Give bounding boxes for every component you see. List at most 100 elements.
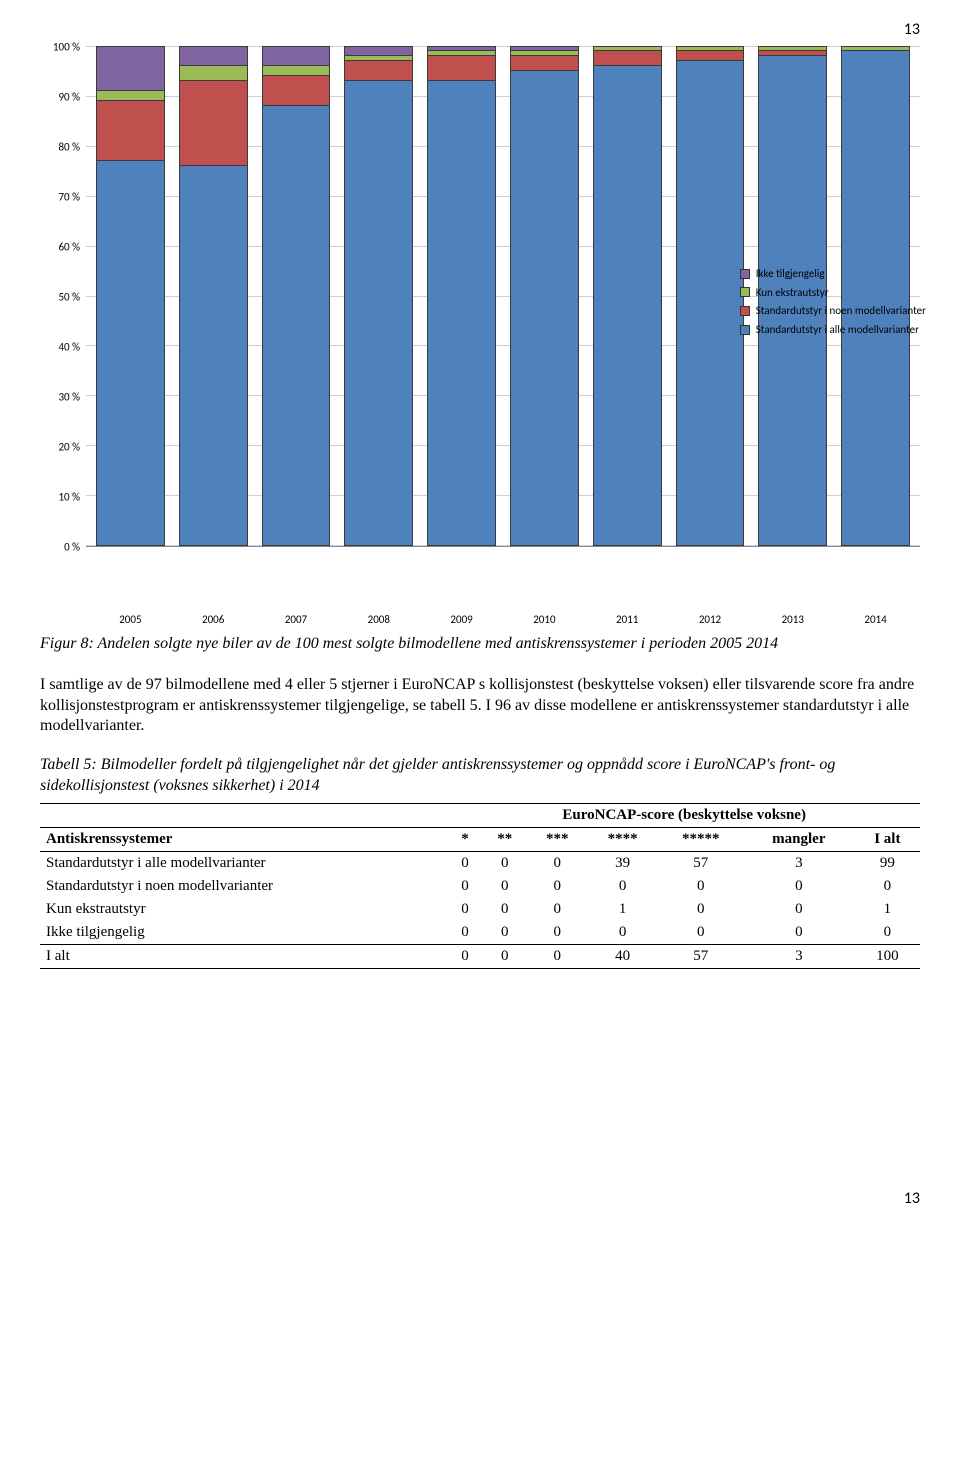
- table-cell: 0: [448, 921, 481, 945]
- y-tick-label: 70 %: [58, 191, 80, 204]
- stacked-bar-chart: 0 %10 %20 %30 %40 %50 %60 %70 %80 %90 %1…: [40, 47, 920, 626]
- y-tick-label: 60 %: [58, 241, 80, 254]
- table-cell: 0: [448, 875, 481, 898]
- table-row-label: Ikke tilgjengelig: [40, 921, 448, 945]
- table-total-cell: 40: [587, 944, 659, 968]
- legend-label: Standardutstyr i alle modellvarianter: [756, 321, 919, 339]
- table-cell: 0: [658, 921, 743, 945]
- table-row-label: Standardutstyr i noen modellvarianter: [40, 875, 448, 898]
- legend-label: Ikke tilgjengelig: [756, 265, 825, 283]
- table-column-header: ****: [587, 827, 659, 851]
- table-body: Standardutstyr i alle modellvarianter000…: [40, 851, 920, 968]
- x-tick-label: 2010: [510, 613, 579, 626]
- chart-legend: Ikke tilgjengeligKun ekstrautstyrStandar…: [740, 265, 926, 339]
- table-row-header-label: Antiskrenssystemer: [40, 827, 448, 851]
- bar-segment: [344, 61, 413, 81]
- bar-segment: [427, 56, 496, 81]
- data-table: EuroNCAP-score (beskyttelse voksne)Antis…: [40, 803, 920, 969]
- bar-segment: [179, 46, 248, 66]
- table-total-cell: 0: [482, 944, 528, 968]
- bar-segment: [593, 51, 662, 66]
- bar-segment: [262, 76, 331, 106]
- bar-segment: [344, 81, 413, 546]
- body-paragraph: I samtlige av de 97 bilmodellene med 4 e…: [40, 675, 920, 737]
- table-cell: 0: [482, 875, 528, 898]
- bar-segment: [344, 46, 413, 56]
- x-tick-label: 2013: [758, 613, 827, 626]
- table-row: Kun ekstrautstyr0001001: [40, 898, 920, 921]
- y-tick-label: 90 %: [58, 91, 80, 104]
- table-cell: 0: [482, 898, 528, 921]
- y-tick-label: 20 %: [58, 441, 80, 454]
- bar-column: [179, 47, 248, 546]
- table-cell: 0: [855, 921, 920, 945]
- table-cell: 0: [448, 851, 481, 875]
- table-row-label: Standardutstyr i alle modellvarianter: [40, 851, 448, 875]
- table-corner-blank: [40, 803, 448, 827]
- table-super-header: EuroNCAP-score (beskyttelse voksne): [448, 803, 920, 827]
- table-caption: Tabell 5: Bilmodeller fordelt på tilgjen…: [40, 755, 920, 797]
- table-column-header: mangler: [743, 827, 855, 851]
- table-cell: 57: [658, 851, 743, 875]
- table-column-header: **: [482, 827, 528, 851]
- bar-segment: [96, 161, 165, 546]
- legend-swatch: [740, 269, 750, 279]
- bar-segment: [510, 56, 579, 71]
- y-axis: 0 %10 %20 %30 %40 %50 %60 %70 %80 %90 %1…: [40, 47, 86, 547]
- table-column-header: ***: [528, 827, 587, 851]
- legend-swatch: [740, 306, 750, 316]
- bar-segment: [96, 46, 165, 91]
- table-cell: 3: [743, 851, 855, 875]
- legend-item: Standardutstyr i alle modellvarianter: [740, 321, 926, 339]
- table-cell: 0: [528, 851, 587, 875]
- bar-segment: [96, 101, 165, 161]
- bar-segment: [262, 46, 331, 66]
- bar-segment: [179, 66, 248, 81]
- x-tick-label: 2009: [427, 613, 496, 626]
- bar-column: [676, 47, 745, 546]
- x-tick-label: 2014: [841, 613, 910, 626]
- x-tick-label: 2012: [676, 613, 745, 626]
- table-cell: 0: [587, 875, 659, 898]
- table-total-row: I alt00040573100: [40, 944, 920, 968]
- x-tick-label: 2005: [96, 613, 165, 626]
- legend-item: Standardutstyr i noen modellvarianter: [740, 302, 926, 320]
- table-cell: 0: [743, 921, 855, 945]
- y-tick-label: 100 %: [53, 41, 80, 54]
- bar-segment: [510, 71, 579, 546]
- table-cell: 0: [658, 898, 743, 921]
- table-total-cell: 0: [528, 944, 587, 968]
- bar-segment: [427, 81, 496, 546]
- legend-item: Ikke tilgjengelig: [740, 265, 926, 283]
- table-column-header: I alt: [855, 827, 920, 851]
- table-cell: 0: [482, 921, 528, 945]
- table-cell: 0: [658, 875, 743, 898]
- table-cell: 39: [587, 851, 659, 875]
- x-tick-label: 2006: [179, 613, 248, 626]
- table-cell: 0: [448, 898, 481, 921]
- table-cell: 0: [855, 875, 920, 898]
- bar-column: [510, 47, 579, 546]
- table-total-label: I alt: [40, 944, 448, 968]
- bar-segment: [179, 81, 248, 166]
- y-tick-label: 50 %: [58, 291, 80, 304]
- y-tick-label: 10 %: [58, 491, 80, 504]
- page-number-top: 13: [40, 20, 920, 39]
- legend-swatch: [740, 287, 750, 297]
- bar-segment: [676, 61, 745, 546]
- table-head: EuroNCAP-score (beskyttelse voksne)Antis…: [40, 803, 920, 851]
- bar-segment: [179, 166, 248, 546]
- x-tick-label: 2007: [262, 613, 331, 626]
- table-cell: 0: [528, 921, 587, 945]
- bar-segment: [262, 66, 331, 76]
- bar-column: [96, 47, 165, 546]
- legend-label: Standardutstyr i noen modellvarianter: [756, 302, 926, 320]
- bar-segment: [593, 66, 662, 546]
- bar-column: [344, 47, 413, 546]
- table-row: Ikke tilgjengelig0000000: [40, 921, 920, 945]
- legend-item: Kun ekstrautstyr: [740, 284, 926, 302]
- bar-column: [262, 47, 331, 546]
- y-tick-label: 30 %: [58, 391, 80, 404]
- x-tick-label: 2011: [593, 613, 662, 626]
- y-tick-label: 80 %: [58, 141, 80, 154]
